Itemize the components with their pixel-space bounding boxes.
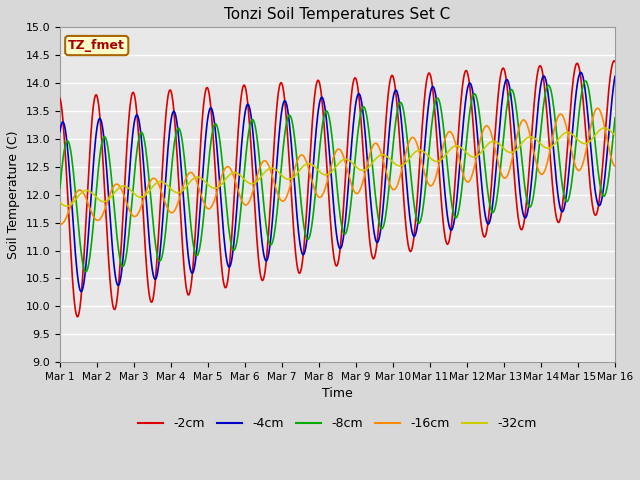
Y-axis label: Soil Temperature (C): Soil Temperature (C)	[7, 131, 20, 259]
X-axis label: Time: Time	[322, 387, 353, 400]
Title: Tonzi Soil Temperatures Set C: Tonzi Soil Temperatures Set C	[225, 7, 451, 22]
Text: TZ_fmet: TZ_fmet	[68, 39, 125, 52]
Legend: -2cm, -4cm, -8cm, -16cm, -32cm: -2cm, -4cm, -8cm, -16cm, -32cm	[133, 412, 541, 435]
